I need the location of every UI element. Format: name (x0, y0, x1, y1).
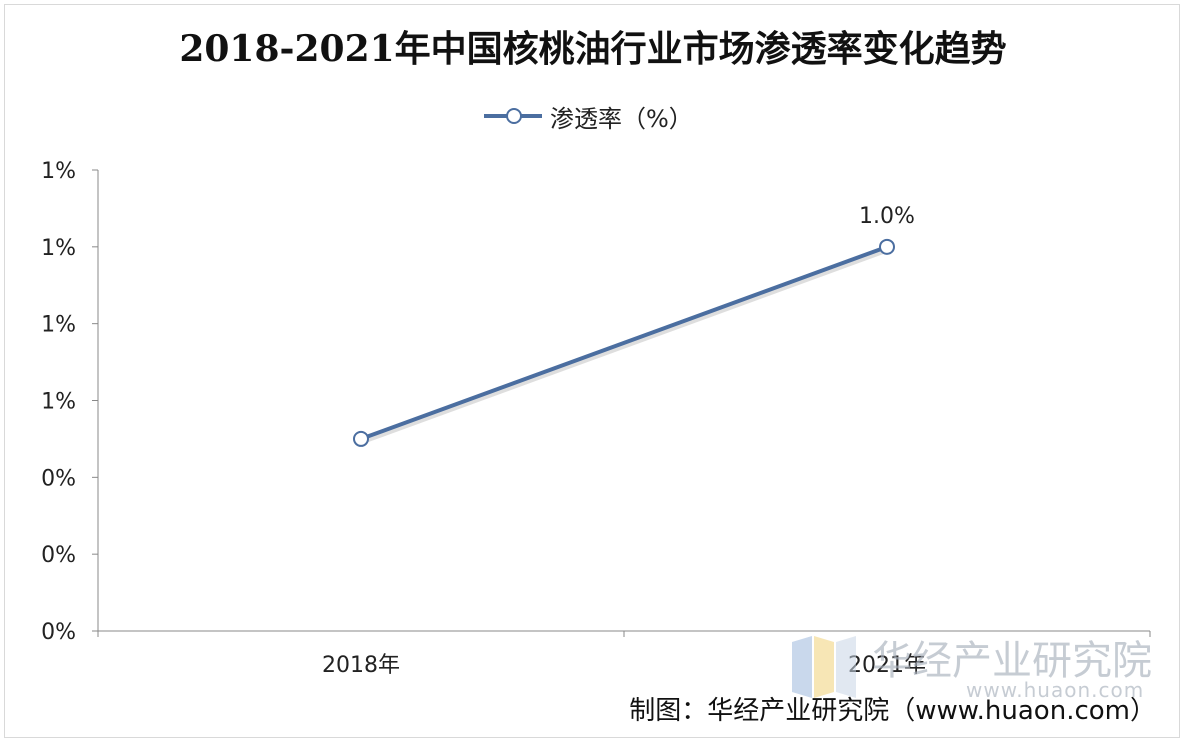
chart-title: 2018-2021年中国核桃油行业市场渗透率变化趋势 (179, 28, 1007, 70)
y-tick-label: 0% (41, 466, 76, 491)
y-tick-label: 1% (41, 236, 76, 261)
y-tick-label: 0% (41, 620, 76, 645)
y-tick-label: 1% (41, 313, 76, 338)
watermark-text: 华经产业研究院 (872, 638, 1152, 684)
legend-line-marker-icon (484, 106, 542, 126)
series-line-shadow (362, 247, 890, 444)
chart-frame (4, 4, 1180, 738)
watermark-url: www.huaon.com (966, 678, 1145, 702)
data-label: 1.0% (859, 204, 915, 229)
x-tick-label: 2021年 (848, 653, 926, 678)
data-point (879, 238, 895, 255)
y-tick-label: 1% (41, 390, 76, 415)
y-tick-label: 1% (41, 159, 76, 184)
x-tick-label: 2018年 (322, 653, 400, 678)
legend: 渗透率（%） (484, 100, 693, 133)
source-note: 制图：华经产业研究院（www.huaon.com） (629, 696, 1156, 726)
legend-label: 渗透率（%） (550, 104, 693, 133)
y-tick-label: 0% (41, 543, 76, 568)
series-line (360, 244, 888, 441)
watermark-logo-icon (792, 636, 856, 698)
data-point (353, 430, 369, 447)
